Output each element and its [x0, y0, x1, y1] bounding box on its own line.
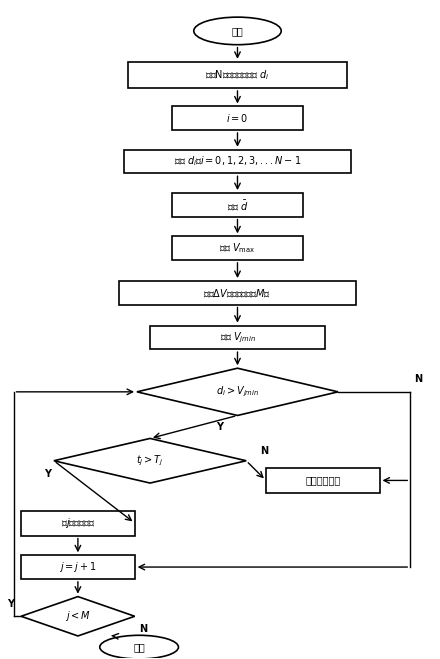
Text: $i=0$: $i=0$	[227, 112, 249, 124]
Text: 采集N个噪声的测量点 $d_i$: 采集N个噪声的测量点 $d_i$	[205, 68, 270, 82]
Text: N: N	[139, 624, 147, 635]
Text: 第$j$段出现脉冲: 第$j$段出现脉冲	[61, 516, 95, 530]
Text: N: N	[260, 446, 268, 456]
Text: 没有出现脉冲: 没有出现脉冲	[305, 475, 341, 486]
Text: 计算 $\bar{d}$: 计算 $\bar{d}$	[227, 198, 248, 212]
Text: $j<M$: $j<M$	[65, 610, 91, 623]
Text: N: N	[414, 374, 422, 384]
Text: $j=j+1$: $j=j+1$	[59, 560, 97, 574]
Text: 读取 $d_i$，$i=0,1,2,3,...N-1$: 读取 $d_i$，$i=0,1,2,3,...N-1$	[174, 155, 301, 169]
Text: 结束: 结束	[133, 642, 145, 652]
Text: Y: Y	[44, 469, 51, 479]
Text: $t_j > T_j$: $t_j > T_j$	[136, 453, 164, 468]
Text: Y: Y	[216, 422, 224, 432]
Text: $d_i > V_{jmin}$: $d_i > V_{jmin}$	[216, 385, 259, 399]
Text: Y: Y	[7, 600, 14, 610]
Text: 预设 $V_{\max}$: 预设 $V_{\max}$	[219, 241, 256, 255]
Text: 计算 $V_{jmin}$: 计算 $V_{jmin}$	[220, 330, 256, 345]
Text: 计算$\Delta V$，且将其分成$M$段: 计算$\Delta V$，且将其分成$M$段	[203, 287, 271, 299]
Text: 开始: 开始	[231, 26, 243, 36]
